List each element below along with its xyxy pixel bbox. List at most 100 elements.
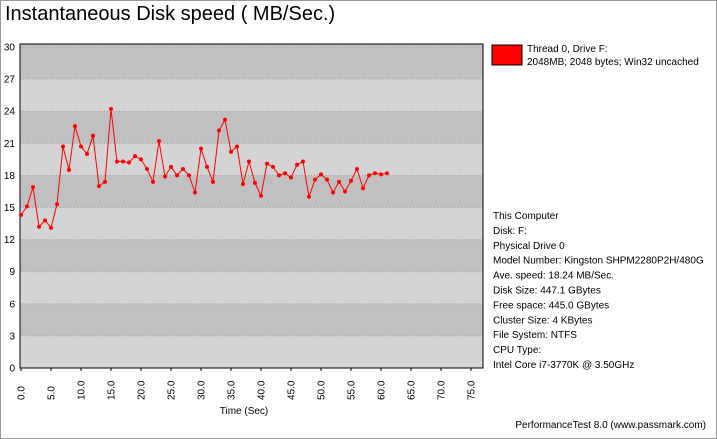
point	[85, 152, 89, 156]
x-tick-label: 0.0	[17, 386, 28, 400]
point	[37, 224, 41, 229]
point	[163, 174, 167, 179]
point	[259, 193, 263, 198]
point	[277, 173, 281, 178]
point	[373, 171, 377, 176]
legend-description: 2048MB; 2048 bytes; Win32 uncached	[527, 57, 699, 68]
point	[139, 157, 143, 162]
point	[151, 179, 155, 184]
point	[19, 212, 23, 217]
band	[20, 44, 483, 80]
point	[121, 159, 125, 164]
y-tick-label: 18	[4, 171, 16, 182]
point	[337, 179, 341, 184]
x-tick-label: 30.0	[197, 380, 208, 400]
point	[157, 139, 161, 144]
band	[20, 175, 483, 208]
x-tick-label: 35.0	[227, 380, 238, 400]
y-tick-label: 21	[4, 139, 16, 150]
y-tick-label: 27	[4, 75, 16, 86]
point	[271, 164, 275, 169]
band	[20, 303, 483, 336]
point	[343, 189, 347, 194]
point	[61, 144, 65, 149]
info-line: Physical Drive 0	[493, 241, 565, 252]
point	[325, 177, 329, 182]
point	[49, 225, 53, 230]
point	[97, 184, 101, 189]
point	[253, 180, 257, 185]
point	[295, 162, 299, 167]
point	[43, 218, 47, 223]
point	[229, 149, 233, 154]
y-tick-label: 9	[9, 267, 15, 278]
point	[199, 146, 203, 151]
x-tick-label: 55.0	[347, 380, 358, 400]
info-line: Model Number: Kingston SHPM2280P2H/480G	[493, 256, 704, 267]
point	[181, 166, 185, 171]
x-tick-label: 25.0	[167, 380, 178, 400]
y-tick-label: 15	[4, 203, 16, 214]
point	[175, 173, 179, 178]
info-line: Disk: F:	[493, 226, 527, 237]
point	[67, 168, 71, 173]
x-tick-label: 5.0	[47, 386, 58, 400]
point	[319, 172, 323, 177]
point	[79, 144, 83, 149]
point	[217, 128, 221, 133]
point	[55, 202, 59, 207]
point	[313, 177, 317, 182]
point	[115, 159, 119, 164]
point	[193, 190, 197, 195]
point	[109, 107, 113, 112]
info-line: Intel Core i7-3770K @ 3.50GHz	[493, 360, 634, 371]
x-tick-label: 10.0	[77, 380, 88, 400]
y-tick-label: 6	[9, 299, 15, 310]
point	[301, 159, 305, 164]
point	[169, 164, 173, 169]
point	[379, 172, 383, 177]
point	[187, 173, 191, 178]
point	[103, 179, 107, 184]
x-tick-label: 50.0	[317, 380, 328, 400]
y-tick-label: 30	[4, 43, 16, 54]
y-tick-label: 3	[9, 331, 15, 342]
point	[331, 190, 335, 195]
point	[127, 160, 131, 165]
info-line: This Computer	[493, 211, 559, 222]
point	[361, 186, 365, 191]
x-tick-label: 60.0	[377, 380, 388, 400]
y-tick-label: 12	[4, 235, 16, 246]
point	[235, 144, 239, 149]
point	[265, 161, 269, 166]
x-tick-label: 40.0	[257, 380, 268, 400]
x-tick-label: 75.0	[467, 380, 478, 400]
x-tick-label: 70.0	[437, 380, 448, 400]
point	[349, 178, 353, 183]
point	[367, 173, 371, 178]
point	[31, 185, 35, 190]
point	[205, 164, 209, 169]
point	[385, 171, 389, 176]
point	[247, 159, 251, 164]
point	[289, 175, 293, 180]
band	[20, 239, 483, 272]
plot-border	[19, 43, 484, 369]
point	[283, 171, 287, 176]
band	[20, 111, 483, 144]
x-tick-label: 65.0	[407, 380, 418, 400]
point	[145, 166, 149, 171]
info-line: Free space: 445.0 GBytes	[493, 300, 609, 311]
x-tick-label: 20.0	[137, 380, 148, 400]
point	[25, 204, 29, 209]
legend-label: Thread 0, Drive F:	[527, 44, 608, 55]
legend-swatch	[491, 44, 523, 66]
point	[307, 194, 311, 199]
info-line: File System: NTFS	[493, 330, 577, 341]
info-line: Ave. speed: 18.24 MB/Sec.	[493, 271, 614, 282]
y-tick-label: 0	[9, 364, 15, 375]
footer: PerformanceTest 8.0 (www.passmark.com)	[515, 420, 706, 431]
info-line: CPU Type:	[493, 345, 541, 356]
info-line: Disk Size: 447.1 GBytes	[493, 286, 601, 297]
